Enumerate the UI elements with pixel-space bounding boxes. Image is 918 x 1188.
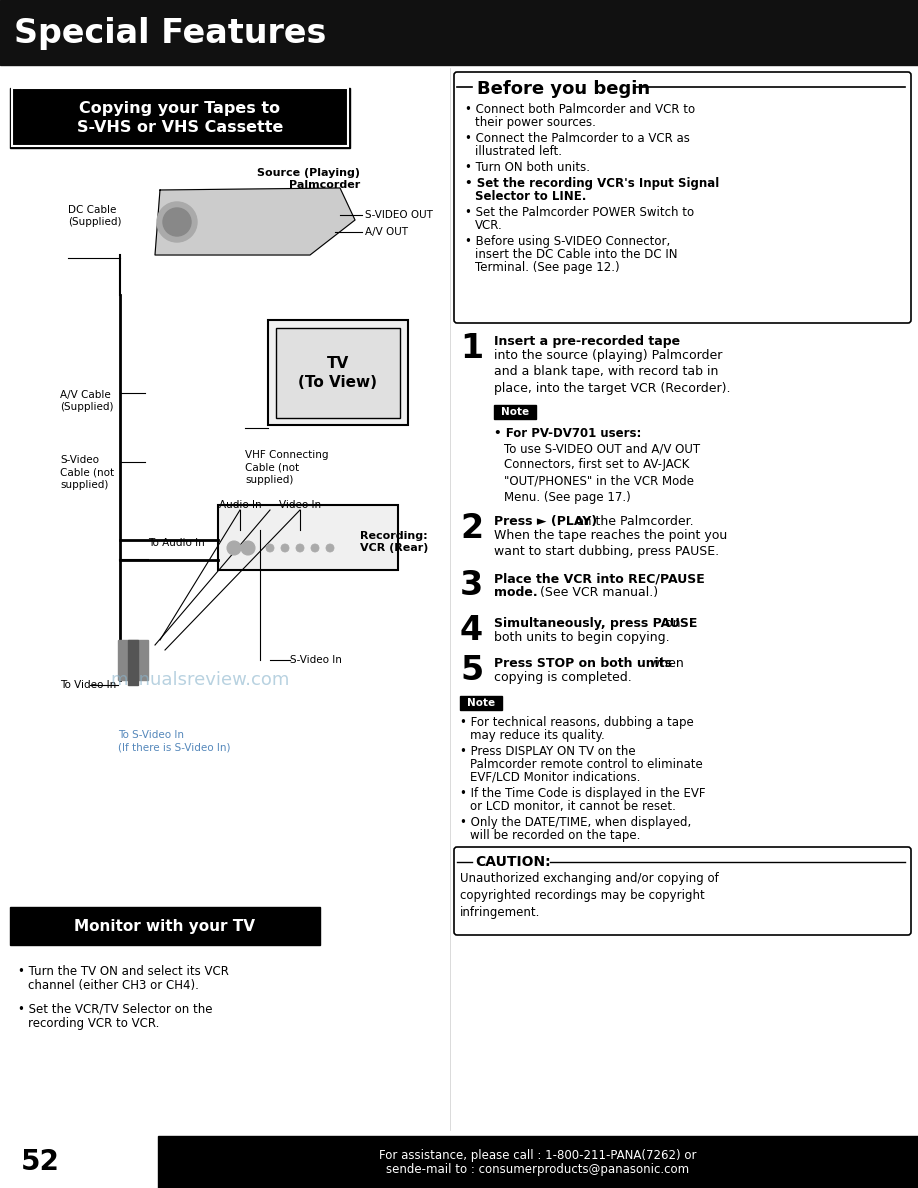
Text: Note: Note xyxy=(501,407,529,417)
Text: when: when xyxy=(646,657,684,670)
Text: To S-Video In
(If there is S-Video In): To S-Video In (If there is S-Video In) xyxy=(118,729,230,752)
Text: will be recorded on the tape.: will be recorded on the tape. xyxy=(470,829,641,842)
Text: copying is completed.: copying is completed. xyxy=(494,671,632,684)
Text: sende-mail to : consumerproducts@panasonic.com: sende-mail to : consumerproducts@panason… xyxy=(386,1163,689,1176)
Text: To Video In: To Video In xyxy=(60,680,117,690)
Text: To Audio In: To Audio In xyxy=(148,538,205,548)
Text: 4: 4 xyxy=(460,614,483,647)
Text: may reduce its quality.: may reduce its quality. xyxy=(470,729,605,742)
Text: TV
(To View): TV (To View) xyxy=(298,356,377,390)
Text: Video In: Video In xyxy=(279,500,321,510)
Text: • Set the VCR/TV Selector on the: • Set the VCR/TV Selector on the xyxy=(18,1003,212,1016)
Text: • Set the Palmcorder POWER Switch to: • Set the Palmcorder POWER Switch to xyxy=(465,206,694,219)
Bar xyxy=(10,88,350,148)
Text: Insert a pre-recorded tape: Insert a pre-recorded tape xyxy=(494,335,680,348)
Text: 2: 2 xyxy=(460,512,483,545)
Bar xyxy=(494,405,536,419)
Text: 5: 5 xyxy=(460,655,483,687)
FancyBboxPatch shape xyxy=(454,72,911,323)
Text: Note: Note xyxy=(467,699,495,708)
Text: channel (either CH3 or CH4).: channel (either CH3 or CH4). xyxy=(28,979,199,992)
Bar xyxy=(218,505,398,570)
Text: • Press DISPLAY ON TV on the: • Press DISPLAY ON TV on the xyxy=(460,745,635,758)
Bar xyxy=(0,0,918,65)
Text: VCR.: VCR. xyxy=(475,219,503,232)
Text: insert the DC Cable into the DC IN: insert the DC Cable into the DC IN xyxy=(475,248,677,261)
Text: manualsreview.com: manualsreview.com xyxy=(110,671,290,689)
Circle shape xyxy=(157,202,197,242)
Bar xyxy=(158,1136,918,1188)
Text: Press ► (PLAY): Press ► (PLAY) xyxy=(494,516,597,527)
Text: S-VIDEO OUT: S-VIDEO OUT xyxy=(365,210,433,220)
Text: on: on xyxy=(661,617,680,630)
Text: • Only the DATE/TIME, when displayed,: • Only the DATE/TIME, when displayed, xyxy=(460,816,691,829)
Text: Terminal. (See page 12.): Terminal. (See page 12.) xyxy=(475,261,620,274)
Text: 52: 52 xyxy=(20,1148,60,1176)
Text: or LCD monitor, it cannot be reset.: or LCD monitor, it cannot be reset. xyxy=(470,800,676,813)
Text: • For technical reasons, dubbing a tape: • For technical reasons, dubbing a tape xyxy=(460,716,694,729)
Text: Recording:
VCR (Rear): Recording: VCR (Rear) xyxy=(360,531,429,554)
Text: • Before using S-VIDEO Connector,: • Before using S-VIDEO Connector, xyxy=(465,235,670,248)
Text: • If the Time Code is displayed in the EVF: • If the Time Code is displayed in the E… xyxy=(460,786,706,800)
Text: illustrated left.: illustrated left. xyxy=(475,145,562,158)
Text: When the tape reaches the point you
want to start dubbing, press PAUSE.: When the tape reaches the point you want… xyxy=(494,529,727,558)
Text: • Set the recording VCR's Input Signal: • Set the recording VCR's Input Signal xyxy=(465,177,719,190)
Text: want to start dubbing,: want to start dubbing, xyxy=(494,555,637,568)
Text: A/V Cable
(Supplied): A/V Cable (Supplied) xyxy=(60,390,114,412)
Bar xyxy=(268,320,408,425)
Text: Place the VCR into REC/PAUSE: Place the VCR into REC/PAUSE xyxy=(494,571,705,584)
Text: Before you begin: Before you begin xyxy=(477,80,650,97)
Text: Audio In: Audio In xyxy=(218,500,262,510)
Text: CAUTION:: CAUTION: xyxy=(475,855,551,868)
Text: Monitor with your TV: Monitor with your TV xyxy=(74,918,255,934)
Text: their power sources.: their power sources. xyxy=(475,116,596,129)
Text: Press STOP on both units: Press STOP on both units xyxy=(494,657,672,670)
Text: both units to begin copying.: both units to begin copying. xyxy=(494,631,669,644)
Text: into the source (playing) Palmcorder
and a blank tape, with record tab in
place,: into the source (playing) Palmcorder and… xyxy=(494,349,731,394)
Polygon shape xyxy=(155,188,355,255)
Circle shape xyxy=(311,544,319,552)
Text: • Connect both Palmcorder and VCR to: • Connect both Palmcorder and VCR to xyxy=(465,103,695,116)
Text: 1: 1 xyxy=(460,331,483,365)
Text: A/V OUT: A/V OUT xyxy=(365,227,408,236)
Text: Unauthorized exchanging and/or copying of
copyrighted recordings may be copyrigh: Unauthorized exchanging and/or copying o… xyxy=(460,872,719,920)
Bar xyxy=(10,906,320,944)
Text: Palmcorder remote control to eliminate: Palmcorder remote control to eliminate xyxy=(470,758,703,771)
Circle shape xyxy=(227,541,241,555)
Circle shape xyxy=(281,544,289,552)
Text: • Turn ON both units.: • Turn ON both units. xyxy=(465,162,590,173)
Text: mode.: mode. xyxy=(494,586,538,599)
Bar xyxy=(276,328,400,418)
Text: To use S-VIDEO OUT and A/V OUT
Connectors, first set to AV-JACK
"OUT/PHONES" in : To use S-VIDEO OUT and A/V OUT Connector… xyxy=(504,442,700,504)
Text: Source (Playing)
Palmcorder: Source (Playing) Palmcorder xyxy=(257,168,360,190)
Text: • For PV-DV701 users:: • For PV-DV701 users: xyxy=(494,426,642,440)
Text: VHF Connecting
Cable (not
supplied): VHF Connecting Cable (not supplied) xyxy=(245,450,329,485)
FancyBboxPatch shape xyxy=(454,847,911,935)
Bar xyxy=(118,640,148,680)
Text: DC Cable
(Supplied): DC Cable (Supplied) xyxy=(68,206,121,227)
Text: Simultaneously, press PAUSE: Simultaneously, press PAUSE xyxy=(494,617,698,630)
Text: • Connect the Palmcorder to a VCR as: • Connect the Palmcorder to a VCR as xyxy=(465,132,689,145)
Circle shape xyxy=(163,208,191,236)
Text: Special Features: Special Features xyxy=(14,17,327,50)
Circle shape xyxy=(241,541,255,555)
Text: For assistance, please call : 1-800-211-PANA(7262) or: For assistance, please call : 1-800-211-… xyxy=(379,1150,697,1163)
Text: Copying your Tapes to
S-VHS or VHS Cassette: Copying your Tapes to S-VHS or VHS Casse… xyxy=(77,101,283,135)
Text: EVF/LCD Monitor indications.: EVF/LCD Monitor indications. xyxy=(470,771,641,784)
Bar xyxy=(12,88,348,146)
Text: recording VCR to VCR.: recording VCR to VCR. xyxy=(28,1017,160,1030)
Text: (See VCR manual.): (See VCR manual.) xyxy=(536,586,658,599)
Circle shape xyxy=(326,544,334,552)
Text: 3: 3 xyxy=(460,569,483,602)
Circle shape xyxy=(296,544,304,552)
Bar xyxy=(460,696,502,710)
Bar xyxy=(128,640,138,685)
Text: Selector to LINE.: Selector to LINE. xyxy=(475,190,587,203)
Text: on the Palmcorder.: on the Palmcorder. xyxy=(572,516,694,527)
Text: • Turn the TV ON and select its VCR: • Turn the TV ON and select its VCR xyxy=(18,965,229,978)
Text: S-Video
Cable (not
supplied): S-Video Cable (not supplied) xyxy=(60,455,114,489)
Circle shape xyxy=(266,544,274,552)
Text: S-Video In: S-Video In xyxy=(290,655,341,665)
